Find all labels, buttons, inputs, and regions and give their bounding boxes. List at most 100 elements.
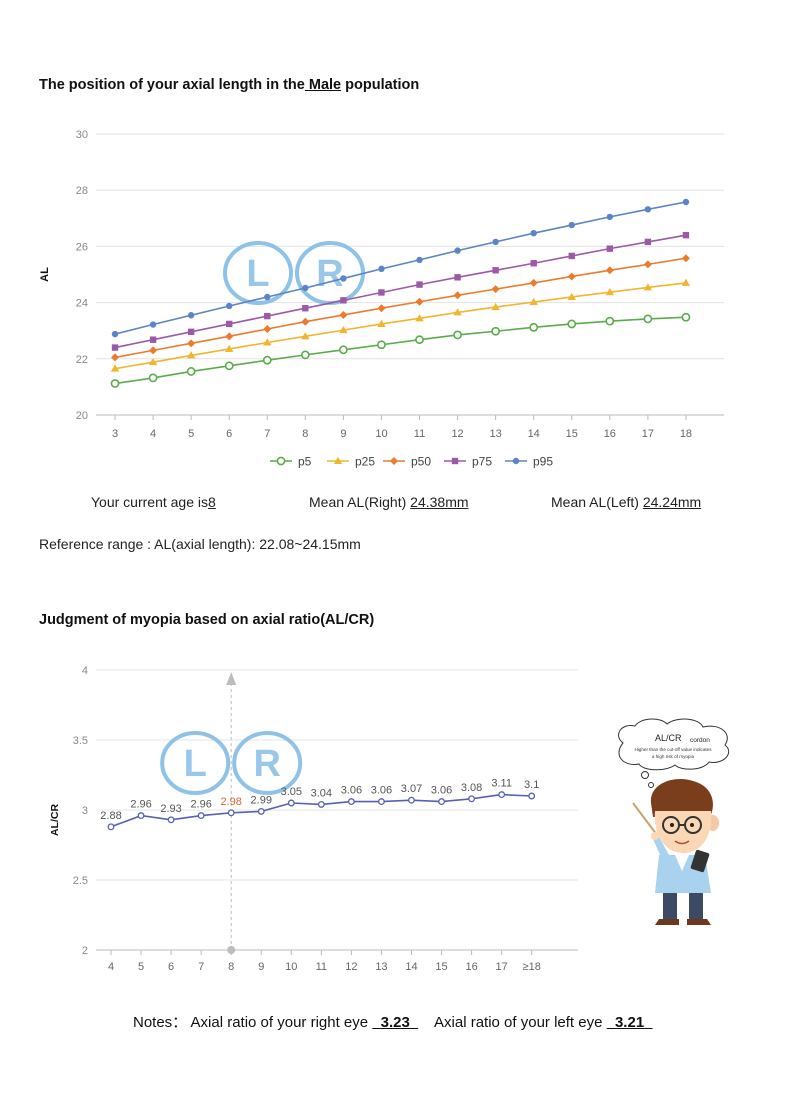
data-point [287, 799, 295, 807]
data-point [528, 792, 536, 800]
data-point-p50 [301, 317, 310, 326]
data-point-p25 [339, 325, 348, 334]
data-point-p25 [301, 332, 310, 340]
data-label: 3.11 [491, 778, 512, 790]
current-age-text: Your current age is8 [91, 494, 216, 510]
y-tick-label: 4 [82, 665, 88, 677]
mean-al-left-text: Mean AL(Left) 24.24mm [551, 494, 701, 510]
data-label: 2.98 [220, 796, 241, 808]
data-point-p25 [453, 308, 462, 316]
x-tick-label: 10 [375, 428, 387, 440]
data-point-p5 [338, 345, 348, 355]
series-line-p50 [114, 257, 687, 359]
data-point-p5 [148, 373, 158, 383]
x-tick-label: 7 [264, 428, 270, 440]
data-point-p50 [453, 291, 462, 300]
x-tick-label: 15 [566, 428, 578, 440]
bubble-title: AL/CR [655, 733, 682, 743]
x-tick-label: 18 [680, 428, 692, 440]
data-label: 2.93 [160, 803, 181, 815]
data-point [137, 812, 145, 820]
section1-title-suffix: population [341, 77, 420, 93]
data-point-p50 [187, 339, 196, 348]
x-tick-label: 16 [465, 961, 477, 973]
data-point-p75 [149, 336, 157, 343]
data-point-p95 [340, 275, 347, 282]
legend-marker-p5 [276, 456, 286, 466]
thought-bubble-icon: AL/CR cordon Higher than the cut-off val… [618, 718, 730, 788]
data-point-p95 [149, 321, 157, 328]
data-label: 3.08 [461, 782, 482, 794]
data-point-p50 [415, 297, 424, 306]
data-point-p5 [224, 361, 234, 371]
x-tick-label: 11 [414, 428, 425, 440]
x-tick-label: 8 [302, 428, 308, 440]
tablet-icon [690, 849, 710, 873]
data-point-p50 [377, 304, 386, 313]
face [654, 811, 712, 853]
x-tick-label: 6 [226, 428, 232, 440]
chart1-legend: p5 p25 p50 p75 p95 [270, 455, 553, 469]
x-tick-label: 4 [108, 961, 114, 973]
data-point-p5 [643, 314, 653, 324]
data-point-p50 [491, 285, 500, 294]
data-point-p95 [682, 198, 690, 206]
data-point-p25 [377, 319, 386, 327]
x-tick-label: 17 [496, 961, 508, 973]
data-point-p25 [415, 314, 424, 322]
watermark-l: L [246, 253, 269, 295]
series-line-p75 [114, 234, 687, 349]
arrow-up-icon [226, 672, 237, 685]
right-ratio-label: Axial ratio of your right eye [190, 1014, 373, 1031]
data-label: 2.96 [190, 799, 211, 811]
right-ratio-value: 3.23 [380, 1014, 410, 1031]
x-tick-label: 5 [188, 428, 194, 440]
chart1-axes: 20 22 24 26 28 30 3 4 5 6 7 8 9 10 11 12 13 14 15 16 17 18 AL [39, 129, 692, 440]
data-point-p95 [416, 256, 423, 264]
data-point-p50 [225, 332, 234, 341]
age-label: Your current age is [91, 494, 208, 510]
mean-al-right-text: Mean AL(Right) 24.38mm [309, 494, 469, 510]
watermark-loop-left [223, 241, 293, 305]
x-tick-label: 11 [316, 961, 327, 973]
y-tick-label: 3.5 [73, 735, 88, 747]
data-point-p5 [415, 335, 424, 345]
hair [650, 779, 713, 817]
data-point-p95 [226, 302, 233, 310]
x-tick-label: 10 [285, 961, 297, 973]
y-tick-label: 22 [76, 354, 88, 366]
pointer-stick [632, 802, 658, 836]
mean-right-value: 24.38mm [410, 494, 469, 510]
notes-label: Notes： [133, 1014, 188, 1031]
data-point-p25 [148, 357, 158, 366]
data-point-p25 [681, 278, 691, 286]
data-point-p95 [111, 330, 119, 338]
data-point [347, 798, 355, 806]
data-point-p25 [110, 364, 120, 372]
notes-line: Notes： Axial ratio of your right eye 3.2… [133, 1011, 653, 1032]
data-point-p75 [416, 281, 423, 288]
y-tick-label: 24 [76, 298, 88, 310]
x-tick-label: 14 [528, 428, 540, 440]
series-line-p5 [114, 316, 686, 385]
x-tick-label: 12 [451, 428, 463, 440]
data-point-p75 [187, 328, 195, 336]
data-label: 2.99 [251, 794, 272, 806]
data-point-p25 [225, 344, 234, 352]
gender-value: Male [304, 77, 342, 93]
legend-label-p25: p25 [355, 455, 375, 469]
data-point-p50 [681, 254, 690, 263]
chart2-series: 2.88 2.96 2.93 2.96 2.98 2.99 3.05 3.04 3.06 3.06… [100, 778, 539, 831]
data-point-p5 [110, 379, 120, 388]
data-point-p75 [530, 260, 537, 267]
x-tick-label: 8 [228, 961, 234, 973]
data-point-p75 [644, 238, 652, 246]
data-point-p95 [378, 265, 385, 273]
left-ratio-label: Axial ratio of your left eye [434, 1014, 607, 1031]
mean-left-value: 24.24mm [642, 494, 702, 510]
data-point [197, 812, 205, 820]
data-point-p25 [186, 351, 196, 359]
data-point-p95 [302, 284, 309, 292]
data-label: 3.1 [524, 779, 539, 791]
data-point [378, 798, 385, 806]
